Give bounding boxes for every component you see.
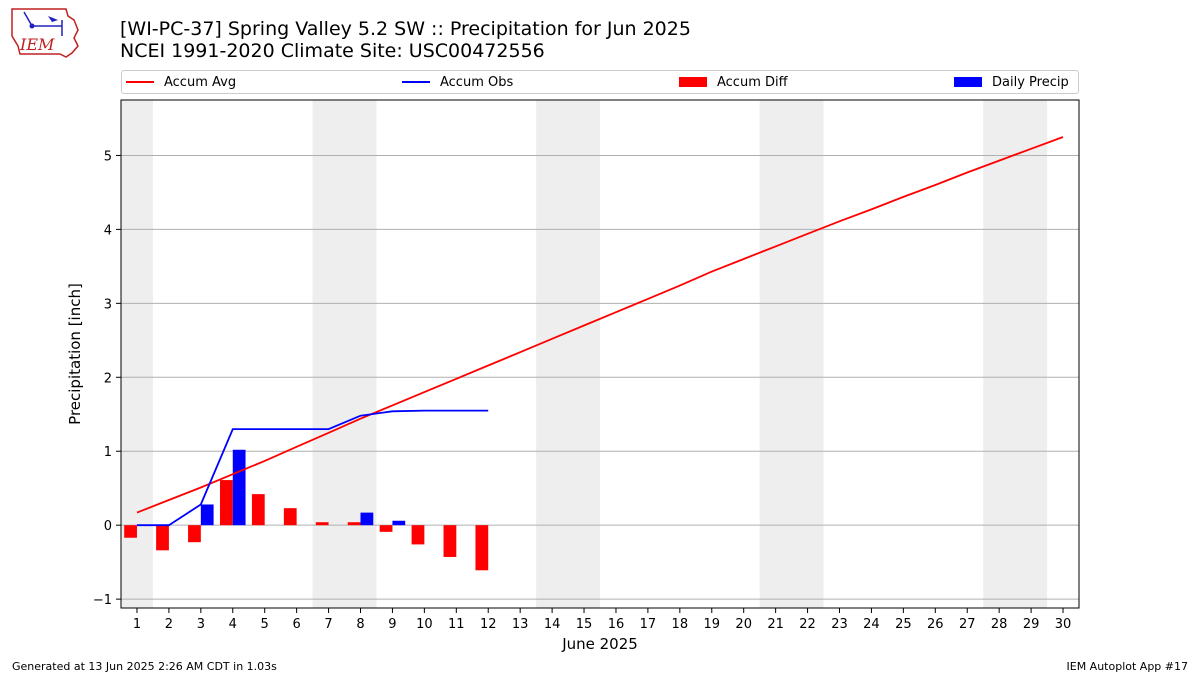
y-tick-label: 3 [104,297,112,312]
x-tick-label: 21 [767,617,784,632]
x-tick-label: 20 [735,617,752,632]
y-tick-label: 4 [104,223,112,238]
x-tick-label: 19 [703,617,720,632]
footer-app-text: IEM Autoplot App #17 [1066,660,1189,673]
x-tick-label: 13 [512,617,529,632]
y-tick-label: 5 [104,149,112,164]
accum-diff-bar [251,494,265,526]
accum-obs-line [137,409,489,527]
daily-precip-bar [200,504,214,526]
chart-subtitle: NCEI 1991-2020 Climate Site: USC00472556 [120,40,545,62]
plot-frame [120,99,1080,609]
weekend-band-3 [759,100,824,608]
legend-label-accum-obs: Accum Obs [440,74,514,90]
x-tick-label: 1 [133,617,141,632]
y-axis-label: Precipitation [inch] [66,283,84,425]
accum-diff-bar [156,525,169,551]
x-tick-label: 26 [927,617,944,632]
legend-item-daily-precip: Daily Precip [954,71,1069,93]
legend-label-daily-precip: Daily Precip [992,74,1069,90]
accum-diff-bar [283,508,297,526]
accum-diff-bar [411,525,425,545]
x-tick-label: 8 [356,617,364,632]
weekend-band-0 [121,100,153,608]
x-tick-label: 28 [991,617,1008,632]
accum-diff-bar [124,525,137,538]
y-tick-label: 0 [104,519,112,534]
x-tick-label: 9 [388,617,396,632]
legend-item-accum-avg: Accum Avg [126,71,236,93]
x-tick-label: 12 [480,617,497,632]
accum-diff-bar [443,525,457,557]
y-tick-label: −1 [93,593,112,608]
x-tick-label: 3 [197,617,205,632]
x-tick-label: 11 [448,617,465,632]
weekend-band-1 [312,100,377,608]
footer-generated-text: Generated at 13 Jun 2025 2:26 AM CDT in … [12,660,277,673]
x-tick-label: 30 [1055,617,1072,632]
legend-swatch-accum-obs [402,81,430,83]
x-tick-label: 18 [672,617,689,632]
x-tick-label: 23 [831,617,848,632]
y-tick-label: 2 [104,371,112,386]
legend-swatch-accum-diff [679,77,707,87]
x-tick-label: 17 [640,617,657,632]
legend-item-accum-obs: Accum Obs [402,71,513,93]
x-tick-label: 14 [544,617,561,632]
legend-swatch-daily-precip [954,77,982,87]
x-tick-label: 29 [1023,617,1040,632]
daily-precip-bar [360,512,374,526]
x-tick-label: 7 [324,617,332,632]
x-tick-label: 16 [608,617,625,632]
accum-diff-bar [475,525,489,571]
x-tick-label: 5 [261,617,269,632]
x-tick-label: 24 [863,617,880,632]
accum-avg-line [136,136,1064,514]
x-tick-label: 25 [895,617,912,632]
chart-title: [WI-PC-37] Spring Valley 5.2 SW :: Preci… [120,18,691,40]
weekend-band-4 [983,100,1048,608]
legend-label-accum-avg: Accum Avg [164,74,237,90]
accum-diff-bar [347,522,361,526]
accum-diff-bar [219,480,233,526]
weekend-band-2 [536,100,600,608]
x-tick-label: 2 [165,617,173,632]
x-tick-label: 27 [959,617,976,632]
accum-diff-bar [379,525,393,532]
chart-legend: Accum Avg Accum Obs Accum Diff Daily Pre… [121,70,1079,94]
x-tick-label: 4 [229,617,237,632]
iem-logo-icon: IEM [11,8,79,58]
legend-swatch-accum-avg [126,81,154,83]
logo-text: IEM [19,35,55,54]
accum-diff-bar [315,522,329,526]
daily-precip-bar [392,520,406,526]
x-tick-label: 22 [799,617,816,632]
x-tick-label: 15 [576,617,593,632]
legend-label-accum-diff: Accum Diff [717,74,788,90]
x-tick-label: 10 [416,617,433,632]
x-tick-label: 6 [292,617,300,632]
accum-diff-bar [188,525,201,543]
legend-item-accum-diff: Accum Diff [679,71,788,93]
y-tick-label: 1 [104,445,112,460]
x-axis-label: June 2025 [561,635,638,653]
daily-precip-bar [232,449,246,526]
